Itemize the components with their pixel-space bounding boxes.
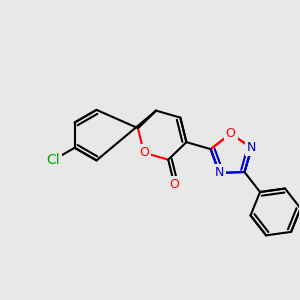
Text: O: O bbox=[139, 146, 149, 159]
Text: O: O bbox=[169, 178, 179, 191]
Text: Cl: Cl bbox=[46, 153, 60, 167]
Text: N: N bbox=[214, 167, 224, 179]
Text: O: O bbox=[226, 127, 236, 140]
Text: N: N bbox=[247, 141, 256, 154]
